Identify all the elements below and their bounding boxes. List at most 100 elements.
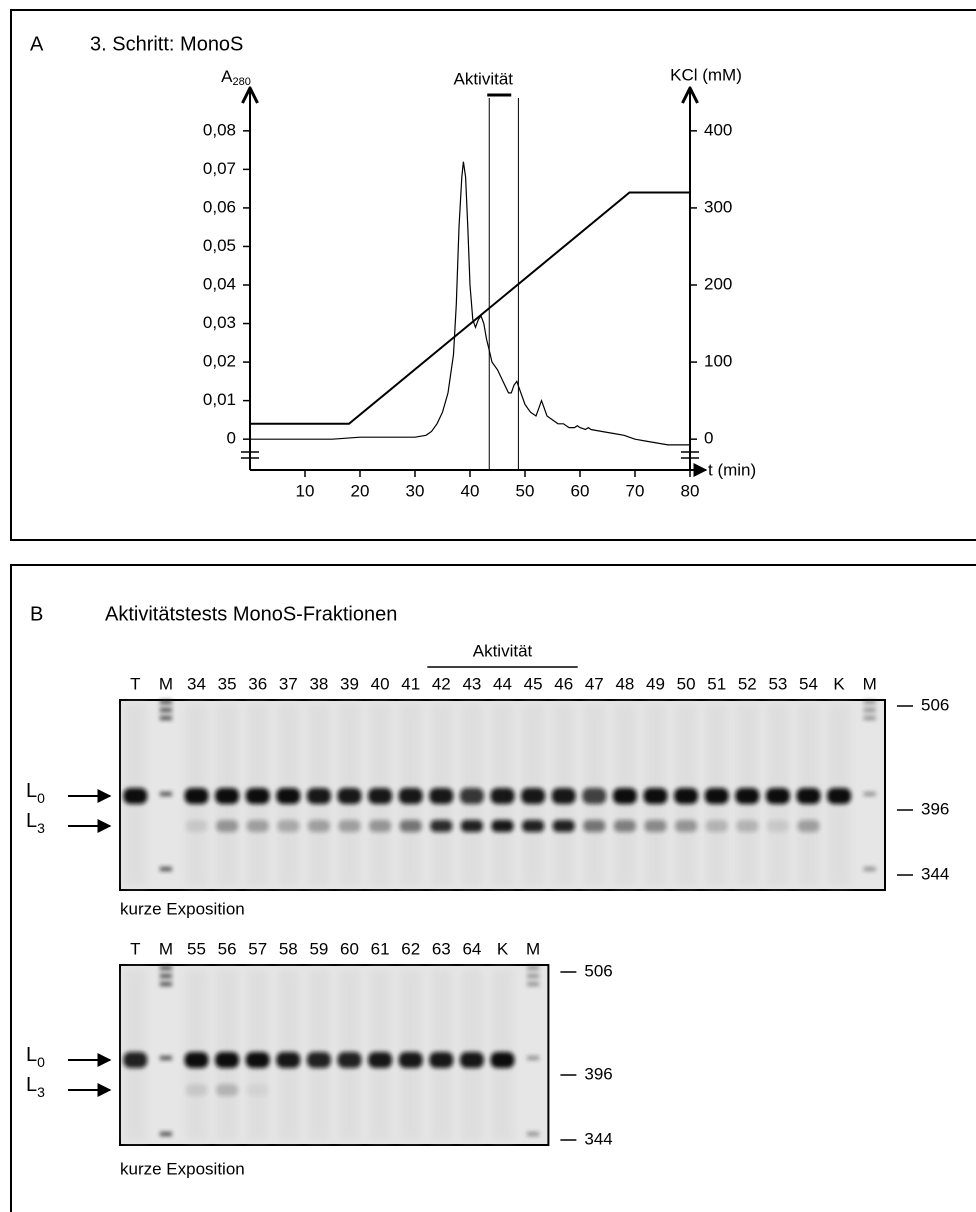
y-tick-label: 0 <box>227 429 236 448</box>
band-l0 <box>123 1052 148 1068</box>
band-l3 <box>460 820 483 832</box>
lane-label: 55 <box>187 939 206 958</box>
lane-label: M <box>863 674 877 693</box>
lane-label: M <box>159 939 173 958</box>
band-l0 <box>337 788 362 804</box>
lane-label: 58 <box>279 939 298 958</box>
data-line <box>250 161 690 446</box>
lane-label: 49 <box>646 674 665 693</box>
x-tick-label: 60 <box>571 481 590 500</box>
lane-label: 45 <box>524 674 543 693</box>
activity-label: Aktivität <box>473 641 533 660</box>
band-l0 <box>184 788 209 804</box>
band-label-base: L <box>26 1074 37 1096</box>
marker-band <box>159 716 172 720</box>
band-label-base: L <box>26 780 37 802</box>
band-l0 <box>276 788 301 804</box>
y-label-base: A <box>221 67 233 86</box>
y2-tick-label: 0 <box>704 429 713 448</box>
band-label-sub: 3 <box>37 1084 45 1100</box>
marker-band <box>159 982 172 986</box>
band-l3 <box>216 1084 239 1096</box>
band-l3 <box>430 820 453 832</box>
x-tick-label: 70 <box>626 481 645 500</box>
band-l0 <box>398 1052 423 1068</box>
band-l3 <box>307 820 330 832</box>
band-l3 <box>246 1084 269 1096</box>
lane-label: 41 <box>401 674 420 693</box>
band-label-sub: 3 <box>37 820 45 836</box>
band-l0 <box>245 1052 270 1068</box>
lane-label: 59 <box>309 939 328 958</box>
band-l0 <box>704 788 729 804</box>
lane-label: 39 <box>340 674 359 693</box>
x-tick-label: 50 <box>516 481 535 500</box>
x-tick-label: 30 <box>406 481 425 500</box>
y-label-sub: 280 <box>232 76 250 88</box>
marker-band <box>159 1132 172 1136</box>
band-l0 <box>398 788 423 804</box>
marker-band <box>863 716 876 720</box>
y-tick-label: 0,04 <box>203 274 236 293</box>
band-l0 <box>184 1052 209 1068</box>
band-l0 <box>582 788 607 804</box>
y2-tick-label: 100 <box>704 352 732 371</box>
lane-label: K <box>497 939 509 958</box>
band-l3 <box>552 820 575 832</box>
band-l3 <box>277 820 300 832</box>
lane-label: 64 <box>462 939 481 958</box>
lane-label: 40 <box>371 674 390 693</box>
band-l3 <box>705 820 728 832</box>
lane-label: 35 <box>218 674 237 693</box>
marker-band <box>159 708 172 712</box>
lane-label: 46 <box>554 674 573 693</box>
band-l0 <box>735 788 760 804</box>
band-l3 <box>766 820 789 832</box>
lane-label: 63 <box>432 939 451 958</box>
band-l0 <box>612 788 637 804</box>
marker-band <box>527 1056 540 1060</box>
band-l0 <box>490 1052 515 1068</box>
band-l0 <box>521 788 546 804</box>
marker-label: 396 <box>921 799 949 818</box>
band-l3 <box>675 820 698 832</box>
lane-label: 54 <box>799 674 818 693</box>
x-axis-label: t (min) <box>708 460 756 479</box>
lane-label: T <box>130 674 140 693</box>
band-l3 <box>185 820 208 832</box>
marker-label: 506 <box>921 695 949 714</box>
lane-label: 42 <box>432 674 451 693</box>
band-l3 <box>583 820 606 832</box>
marker-label: 344 <box>921 864 949 883</box>
lane-label: T <box>130 939 140 958</box>
lane-label: 36 <box>248 674 267 693</box>
marker-label: 344 <box>584 1129 612 1148</box>
lane-label: 48 <box>615 674 634 693</box>
band-l0 <box>490 788 515 804</box>
band-l0 <box>643 788 668 804</box>
panel-letter: B <box>30 603 43 625</box>
marker-band <box>159 1056 172 1060</box>
marker-label: 396 <box>584 1064 612 1083</box>
lane-label: 51 <box>707 674 726 693</box>
lane-label: 43 <box>462 674 481 693</box>
band-l0 <box>796 788 821 804</box>
band-label: L0 <box>26 780 45 805</box>
x-tick-label: 10 <box>296 481 315 500</box>
lane-label: M <box>159 674 173 693</box>
x-tick-label: 20 <box>351 481 370 500</box>
band-label-sub: 0 <box>37 1054 45 1070</box>
band-l0 <box>215 1052 240 1068</box>
band-label-base: L <box>26 810 37 832</box>
lane-label: 52 <box>738 674 757 693</box>
gel-caption: kurze Exposition <box>120 1159 245 1178</box>
lane-label: 57 <box>248 939 267 958</box>
panel-a-frame <box>10 9 976 541</box>
band-l3 <box>185 1084 208 1096</box>
band-l3 <box>644 820 667 832</box>
y-tick-label: 0,03 <box>203 313 236 332</box>
band-l0 <box>337 1052 362 1068</box>
marker-band <box>159 966 172 970</box>
band-l0 <box>306 788 331 804</box>
